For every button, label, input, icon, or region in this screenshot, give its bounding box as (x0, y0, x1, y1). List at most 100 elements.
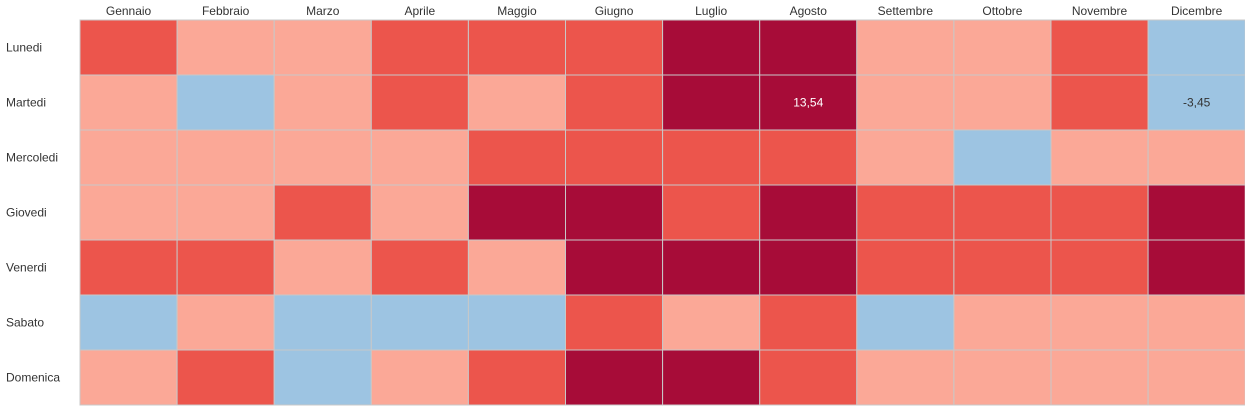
heatmap-cell-sabato-novembre (1050, 294, 1149, 351)
heatmap-cell-lunedi-giugno (565, 19, 664, 76)
heatmap-cell-domenica-novembre (1050, 349, 1149, 406)
heatmap-cell-mercoledi-maggio (467, 129, 566, 186)
heatmap-cell-giovedi-aprile (370, 184, 469, 241)
column-label-maggio: Maggio (497, 4, 537, 18)
heatmap-cell-giovedi-ottobre (953, 184, 1052, 241)
heatmap-cell-sabato-agosto (759, 294, 858, 351)
heatmap-cell-domenica-febbraio (176, 349, 275, 406)
heatmap-cell-mercoledi-gennaio (79, 129, 178, 186)
heatmap-cell-giovedi-giugno (565, 184, 664, 241)
heatmap-cell-martedi-marzo (273, 74, 372, 131)
heatmap-cell-mercoledi-luglio (662, 129, 761, 186)
heatmap-cell-martedi-febbraio (176, 74, 275, 131)
cell-value-label-martedi-dicembre: -3,45 (1183, 96, 1211, 110)
heatmap-cell-giovedi-agosto (759, 184, 858, 241)
row-label-sabato: Sabato (6, 316, 44, 330)
heatmap-cell-giovedi-settembre (856, 184, 955, 241)
heatmap-cell-venerdi-febbraio (176, 239, 275, 296)
heatmap-cell-mercoledi-settembre (856, 129, 955, 186)
heatmap-cell-lunedi-settembre (856, 19, 955, 76)
column-label-dicembre: Dicembre (1171, 4, 1223, 18)
heatmap-cell-venerdi-novembre (1050, 239, 1149, 296)
heatmap-cell-martedi-dicembre (1147, 74, 1245, 131)
heatmap-cell-domenica-agosto (759, 349, 858, 406)
heatmap-cell-sabato-aprile (370, 294, 469, 351)
heatmap-cell-lunedi-aprile (370, 19, 469, 76)
heatmap-cell-lunedi-dicembre (1147, 19, 1245, 76)
heatmap-cell-mercoledi-ottobre (953, 129, 1052, 186)
heatmap-cell-giovedi-marzo (273, 184, 372, 241)
heatmap-cell-lunedi-febbraio (176, 19, 275, 76)
heatmap-cell-venerdi-settembre (856, 239, 955, 296)
heatmap-cell-venerdi-agosto (759, 239, 858, 296)
heatmap-cell-lunedi-ottobre (953, 19, 1052, 76)
heatmap-cell-venerdi-aprile (370, 239, 469, 296)
heatmap-cell-lunedi-novembre (1050, 19, 1149, 76)
column-label-aprile: Aprile (405, 4, 436, 18)
heatmap-cell-martedi-aprile (370, 74, 469, 131)
heatmap-cell-giovedi-novembre (1050, 184, 1149, 241)
heatmap-cell-giovedi-dicembre (1147, 184, 1245, 241)
heatmap-cell-martedi-luglio (662, 74, 761, 131)
heatmap-cell-sabato-marzo (273, 294, 372, 351)
heatmap-cell-domenica-ottobre (953, 349, 1052, 406)
heatmap-cell-lunedi-maggio (467, 19, 566, 76)
heatmap-cell-lunedi-gennaio (79, 19, 178, 76)
heatmap-cell-martedi-settembre (856, 74, 955, 131)
row-label-mercoledi: Mercoledi (6, 151, 58, 165)
heatmap-cell-venerdi-dicembre (1147, 239, 1245, 296)
row-label-giovedi: Giovedi (6, 206, 47, 220)
heatmap-cell-martedi-novembre (1050, 74, 1149, 131)
heatmap-cell-sabato-giugno (565, 294, 664, 351)
column-label-luglio: Luglio (695, 4, 727, 18)
heatmap-cell-mercoledi-dicembre (1147, 129, 1245, 186)
column-label-settembre: Settembre (878, 4, 934, 18)
heatmap-cell-mercoledi-marzo (273, 129, 372, 186)
row-label-martedi: Martedi (6, 96, 46, 110)
heatmap-cell-giovedi-luglio (662, 184, 761, 241)
heatmap-cell-mercoledi-giugno (565, 129, 664, 186)
column-label-agosto: Agosto (790, 4, 828, 18)
heatmap-cell-venerdi-gennaio (79, 239, 178, 296)
heatmap-cell-sabato-febbraio (176, 294, 275, 351)
row-labels: Lunedi Martedi Mercoledi Giovedi Venerdi Saba… (6, 20, 81, 405)
heatmap-cell-domenica-dicembre (1147, 349, 1245, 406)
cell-value-label-martedi-agosto: 13,54 (793, 96, 823, 110)
heatmap-cell-giovedi-febbraio (176, 184, 275, 241)
column-labels: Gennaio Febbraio Marzo Aprile Maggio Giugno Lu… (106, 4, 1223, 18)
heatmap-cell-domenica-maggio (467, 349, 566, 406)
row-label-lunedi: Lunedi (6, 41, 42, 55)
heatmap-cell-mercoledi-aprile (370, 129, 469, 186)
row-label-venerdi: Venerdi (6, 261, 47, 275)
heatmap-cell-venerdi-marzo (273, 239, 372, 296)
heatmap-cell-giovedi-maggio (467, 184, 566, 241)
heatmap-cell-martedi-giugno (565, 74, 664, 131)
heatmap-cell-mercoledi-novembre (1050, 129, 1149, 186)
heatmap-cell-domenica-gennaio (79, 349, 178, 406)
heatmap-cell-mercoledi-febbraio (176, 129, 275, 186)
column-label-novembre: Novembre (1072, 4, 1128, 18)
heatmap-cell-domenica-luglio (662, 349, 761, 406)
heatmap-cells (79, 19, 1245, 406)
heatmap-cell-domenica-marzo (273, 349, 372, 406)
heatmap-cell-sabato-settembre (856, 294, 955, 351)
heatmap-cell-sabato-luglio (662, 294, 761, 351)
row-label-domenica: Domenica (6, 371, 60, 385)
column-label-febbraio: Febbraio (202, 4, 250, 18)
column-label-giugno: Giugno (595, 4, 634, 18)
column-label-gennaio: Gennaio (106, 4, 152, 18)
cell-labels: 13,54 -3,45 (793, 96, 1210, 110)
heatmap-cell-lunedi-marzo (273, 19, 372, 76)
heatmap-cell-venerdi-ottobre (953, 239, 1052, 296)
column-label-marzo: Marzo (306, 4, 340, 18)
heatmap-cell-martedi-maggio (467, 74, 566, 131)
heatmap-cell-mercoledi-agosto (759, 129, 858, 186)
heatmap-cell-domenica-aprile (370, 349, 469, 406)
heatmap-cell-lunedi-agosto (759, 19, 858, 76)
heatmap-cell-domenica-giugno (565, 349, 664, 406)
column-label-ottobre: Ottobre (982, 4, 1022, 18)
heatmap-cell-lunedi-luglio (662, 19, 761, 76)
heatmap-cell-venerdi-luglio (662, 239, 761, 296)
heatmap-cell-venerdi-maggio (467, 239, 566, 296)
